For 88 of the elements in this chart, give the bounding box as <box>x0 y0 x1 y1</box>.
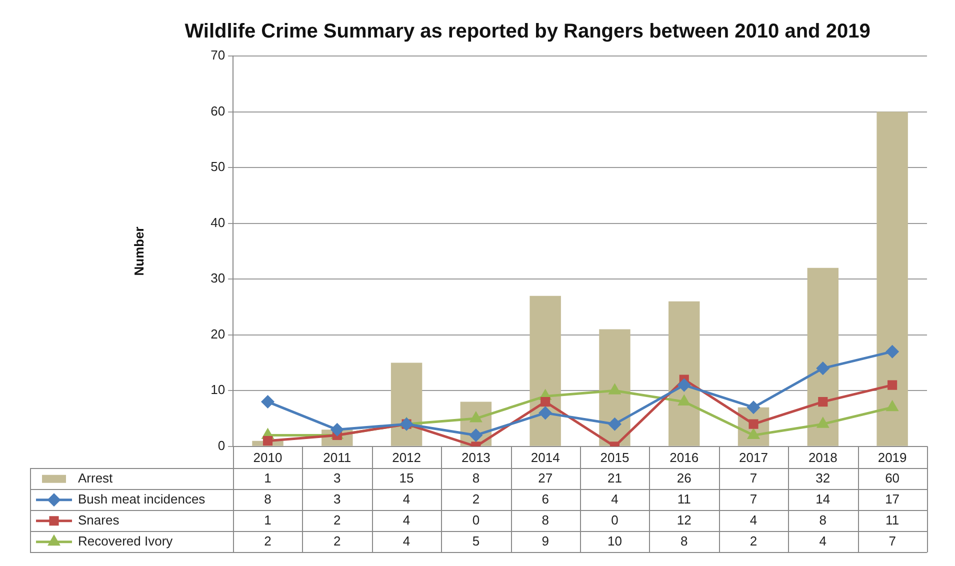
data-label: 11 <box>677 491 691 506</box>
data-label: 4 <box>402 512 410 528</box>
data-label: 26 <box>676 470 692 486</box>
point <box>816 362 830 375</box>
x-tick-label: 2012 <box>392 450 422 465</box>
y-tick-label: 70 <box>210 48 226 63</box>
bar <box>530 296 561 446</box>
chart-title: Wildlife Crime Summary as reported by Rangers between 2010 and 2019 <box>184 20 870 43</box>
point <box>609 384 620 394</box>
point <box>262 436 273 446</box>
data-label: 12 <box>676 512 692 528</box>
bar <box>876 112 908 446</box>
point <box>748 428 760 439</box>
data-label: 0 <box>472 512 480 528</box>
data-label: 21 <box>607 470 622 486</box>
point <box>747 401 760 414</box>
point <box>678 396 690 406</box>
x-tick-label: 2018 <box>808 450 838 465</box>
data-label: 17 <box>885 491 900 506</box>
data-label: 7 <box>888 533 896 548</box>
point <box>470 412 482 422</box>
point <box>678 378 690 392</box>
y-tick-label: 60 <box>210 103 226 118</box>
data-label: 6 <box>542 491 549 506</box>
data-label: 3 <box>334 491 341 506</box>
point <box>886 345 899 358</box>
y-axis-title: Number <box>131 226 146 276</box>
bar <box>390 362 422 446</box>
point <box>470 428 482 442</box>
x-tick-label: 2011 <box>323 450 352 465</box>
data-label: 14 <box>816 491 830 506</box>
point <box>888 380 898 390</box>
data-label: 2 <box>750 533 758 548</box>
data-label: 5 <box>472 533 480 548</box>
data-label: 2 <box>334 533 341 548</box>
y-tick-label: 0 <box>218 438 226 453</box>
data-label: 27 <box>538 470 553 486</box>
data-label: 2 <box>264 533 272 548</box>
data-label: 0 <box>611 512 618 528</box>
y-tick-label: 10 <box>210 382 226 398</box>
data-label: 8 <box>680 533 688 548</box>
bar <box>807 268 839 446</box>
point <box>539 406 552 420</box>
y-tick-label: 50 <box>210 159 226 174</box>
point <box>886 401 898 412</box>
legend-label: Bush meat incidences <box>78 491 206 506</box>
data-label: 4 <box>819 533 827 548</box>
data-label: 2 <box>472 491 480 506</box>
data-label: 11 <box>886 512 900 528</box>
data-label: 3 <box>334 470 341 486</box>
legend-label: Recovered Ivory <box>78 533 174 548</box>
y-tick-label: 20 <box>210 326 226 342</box>
point <box>817 418 828 428</box>
data-label: 9 <box>542 533 549 548</box>
data-label: 15 <box>399 470 414 486</box>
data-label: 8 <box>472 470 480 486</box>
x-tick-label: 2019 <box>878 450 907 465</box>
data-label: 4 <box>402 491 410 506</box>
y-tick-label: 40 <box>210 214 226 230</box>
data-label: 4 <box>402 533 410 548</box>
data-label: 4 <box>750 512 758 528</box>
data-label: 7 <box>750 470 758 486</box>
data-label: 8 <box>264 491 272 506</box>
bar <box>668 301 700 446</box>
legend-label: Arrest <box>78 470 114 486</box>
data-label: 2 <box>334 512 341 528</box>
x-tick-label: 2014 <box>530 450 560 465</box>
y-tick-label: 30 <box>210 270 226 286</box>
data-label: 7 <box>750 491 758 506</box>
x-tick-label: 2017 <box>739 450 768 465</box>
data-label: 1 <box>264 470 272 486</box>
point <box>540 397 550 407</box>
x-tick-label: 2013 <box>461 450 490 465</box>
data-label: 10 <box>607 533 622 548</box>
point <box>818 397 828 407</box>
x-tick-label: 2010 <box>253 450 282 465</box>
x-tick-label: 2015 <box>600 450 630 465</box>
data-label: 4 <box>611 491 618 506</box>
x-tick-label: 2016 <box>670 450 699 465</box>
data-label: 8 <box>819 512 827 528</box>
point <box>330 423 344 436</box>
data-label: 60 <box>885 470 900 486</box>
legend-label: Snares <box>78 512 120 528</box>
point <box>262 396 274 408</box>
point <box>608 418 621 430</box>
data-label: 1 <box>264 512 272 528</box>
data-label: 8 <box>542 512 549 528</box>
data-label: 32 <box>816 470 830 486</box>
